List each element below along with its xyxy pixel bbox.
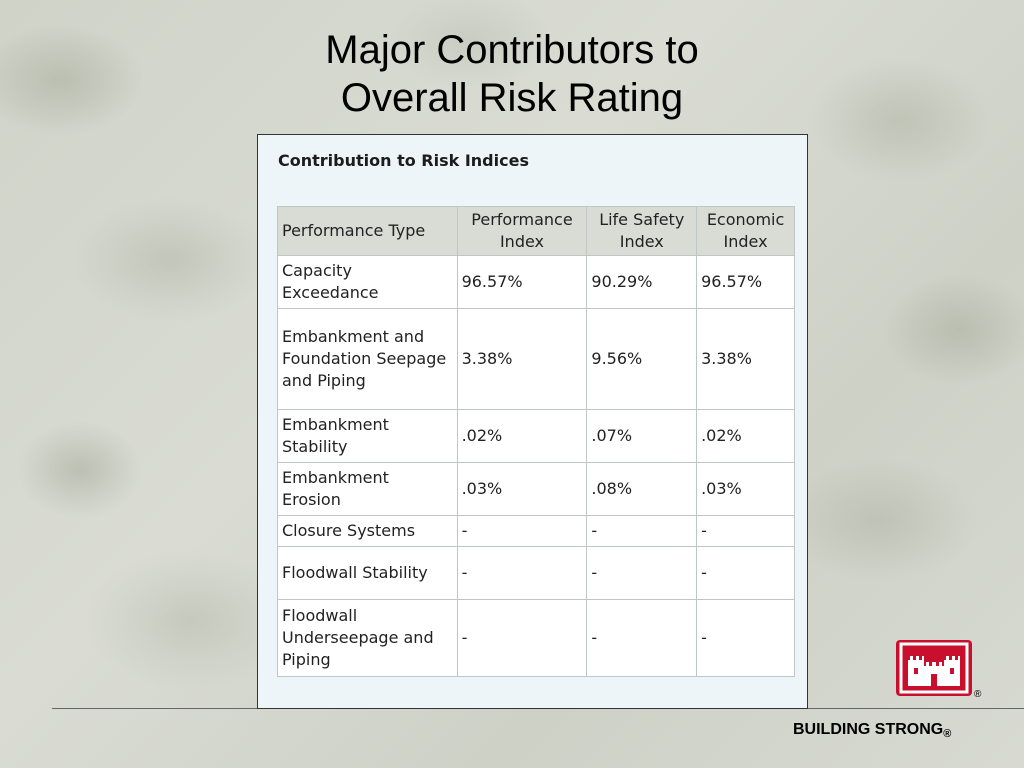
cell-performance-index: .03% <box>456 462 588 516</box>
cell-economic-index: - <box>696 515 795 547</box>
cell-performance-index: - <box>456 546 588 600</box>
cell-performance-type: Embankment and Foundation Seepage and Pi… <box>277 308 458 410</box>
slide-title-line-2: Overall Risk Rating <box>340 76 684 120</box>
slide-title-line-1: Major Contributors to <box>325 28 699 72</box>
table-header-row: Performance Type Performance Index Life … <box>277 206 795 256</box>
logo-registered-mark: ® <box>974 689 982 700</box>
table-row: Capacity Exceedance 96.57% 90.29% 96.57% <box>277 255 795 309</box>
table-row: Embankment and Foundation Seepage and Pi… <box>277 308 795 410</box>
cell-performance-type: Floodwall Stability <box>277 546 458 600</box>
risk-indices-panel: Contribution to Risk Indices Performance… <box>257 134 808 709</box>
building-strong-tagline: BUILDING STRONG® <box>793 721 951 740</box>
cell-performance-index: 3.38% <box>456 308 588 410</box>
cell-performance-index: - <box>456 599 588 677</box>
cell-performance-type: Closure Systems <box>277 515 458 547</box>
table-row: Embankment Stability .02% .07% .02% <box>277 409 795 463</box>
cell-economic-index: .03% <box>696 462 795 516</box>
cell-life-safety-index: .08% <box>586 462 698 516</box>
cell-life-safety-index: - <box>586 599 698 677</box>
cell-economic-index: 96.57% <box>696 255 795 309</box>
cell-economic-index: 3.38% <box>696 308 795 410</box>
table-row: Floodwall Underseepage and Piping - - - <box>277 599 795 677</box>
header-life-safety-index: Life Safety Index <box>586 206 698 256</box>
panel-title: Contribution to Risk Indices <box>278 151 529 170</box>
header-economic-index: Economic Index <box>696 206 795 256</box>
header-performance-index: Performance Index <box>456 206 588 256</box>
cell-economic-index: - <box>696 599 795 677</box>
cell-life-safety-index: - <box>586 515 698 547</box>
cell-life-safety-index: - <box>586 546 698 600</box>
slide-title: Major Contributors to Overall Risk Ratin… <box>0 26 1024 122</box>
cell-performance-index: - <box>456 515 588 547</box>
table-row: Closure Systems - - - <box>277 515 795 547</box>
table-row: Embankment Erosion .03% .08% .03% <box>277 462 795 516</box>
cell-life-safety-index: 90.29% <box>586 255 698 309</box>
cell-performance-type: Capacity Exceedance <box>277 255 458 309</box>
risk-indices-table: Performance Type Performance Index Life … <box>277 206 795 677</box>
cell-life-safety-index: .07% <box>586 409 698 463</box>
cell-performance-index: 96.57% <box>456 255 588 309</box>
cell-performance-type: Embankment Stability <box>277 409 458 463</box>
table-row: Floodwall Stability - - - <box>277 546 795 600</box>
cell-economic-index: - <box>696 546 795 600</box>
cell-performance-type: Embankment Erosion <box>277 462 458 516</box>
castle-icon <box>896 640 972 696</box>
brand-text: BUILDING STRONG <box>793 721 944 738</box>
cell-performance-index: .02% <box>456 409 588 463</box>
brand-registered-mark: ® <box>943 728 952 740</box>
cell-economic-index: .02% <box>696 409 795 463</box>
header-performance-type: Performance Type <box>277 206 458 256</box>
cell-performance-type: Floodwall Underseepage and Piping <box>277 599 458 677</box>
cell-life-safety-index: 9.56% <box>586 308 698 410</box>
